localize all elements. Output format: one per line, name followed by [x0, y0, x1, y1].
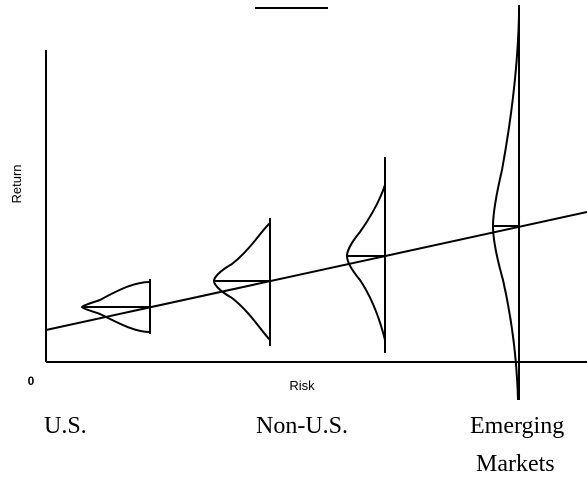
- market-label-emerging: Emerging: [470, 413, 565, 439]
- emerging-distribution: [491, 5, 520, 401]
- market-label-emerging-line2: Markets: [476, 451, 555, 477]
- non-us-distribution: [212, 218, 271, 346]
- emerging-bell-curve: [491, 14, 520, 401]
- third-bell-curve: [345, 184, 386, 341]
- non-us-bell-curve: [212, 222, 271, 341]
- origin-label: 0: [28, 374, 35, 388]
- market-label-us: U.S.: [44, 413, 87, 439]
- x-axis-label: Risk: [289, 378, 315, 393]
- market-label-non-us: Non-U.S.: [256, 413, 349, 439]
- risk-return-line: [45, 211, 587, 331]
- us-bell-curve: [80, 281, 151, 333]
- third-distribution: [345, 157, 386, 353]
- y-axis-label: Return: [9, 164, 24, 203]
- us-distribution: [80, 279, 151, 334]
